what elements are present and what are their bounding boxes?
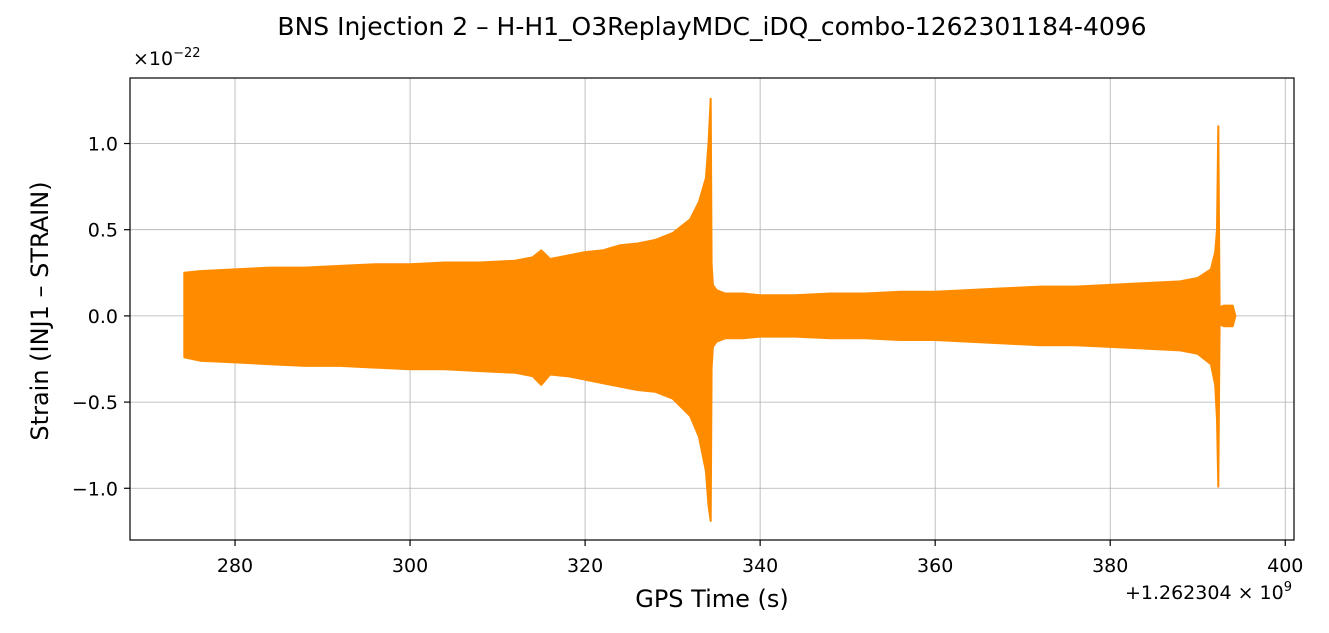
data-layer bbox=[183, 97, 1237, 522]
y-scale-base: ×10 bbox=[133, 48, 174, 70]
x-offset-exponent: 9 bbox=[1283, 580, 1292, 595]
x-tick-label: 320 bbox=[567, 555, 603, 577]
x-tick-label: 400 bbox=[1267, 555, 1303, 577]
x-axis-label: GPS Time (s) bbox=[635, 585, 789, 613]
x-tick-label: 280 bbox=[217, 555, 253, 577]
grid-lines bbox=[130, 78, 1294, 540]
x-offset-base: +1.262304 × 10 bbox=[1124, 582, 1284, 604]
y-scale-exponent: −22 bbox=[173, 46, 201, 61]
x-tick-label: 340 bbox=[742, 555, 778, 577]
y-tick-label: 0.5 bbox=[88, 220, 118, 242]
axes-frame bbox=[129, 77, 1295, 541]
y-axis-scale-text: ×10−22 bbox=[133, 46, 201, 70]
y-tick-label: −0.5 bbox=[72, 392, 118, 414]
y-tick-label: 0.0 bbox=[88, 306, 118, 328]
ticks: 280 300 320 340 360 380 400 −1.0 −0.5 0.0 0.5 1.0 bbox=[72, 134, 1304, 577]
y-tick-label: 1.0 bbox=[88, 134, 118, 156]
y-axis-label: Strain (INJ1 – STRAIN) bbox=[26, 181, 54, 441]
x-tick-label: 380 bbox=[1092, 555, 1128, 577]
strain-series-line bbox=[183, 98, 1234, 521]
strain-series-envelope bbox=[183, 97, 1237, 522]
y-tick-label: −1.0 bbox=[72, 478, 118, 500]
x-tick-label: 360 bbox=[917, 555, 953, 577]
chart-title: BNS Injection 2 – H-H1_O3ReplayMDC_iDQ_c… bbox=[277, 12, 1147, 41]
x-axis-offset-text: +1.262304 × 109 bbox=[1125, 580, 1292, 604]
x-tick-label: 300 bbox=[392, 555, 428, 577]
